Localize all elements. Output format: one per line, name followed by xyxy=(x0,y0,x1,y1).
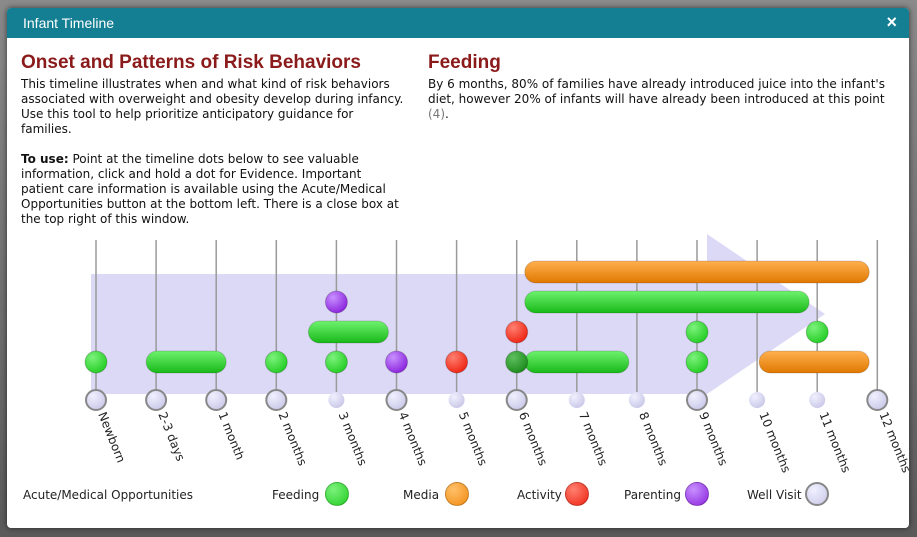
tick-label: Newborn xyxy=(95,410,128,465)
tick-label: 6 months xyxy=(516,410,550,468)
tick-label: 9 months xyxy=(696,410,730,468)
tick-label: 1 month xyxy=(215,410,247,462)
media-bar[interactable] xyxy=(758,350,870,374)
well-visit-dot[interactable] xyxy=(85,389,107,411)
well-visit-dot[interactable] xyxy=(205,389,228,411)
acute-medical-opportunities-button[interactable]: Acute/Medical Opportunities xyxy=(23,488,193,502)
modal-title: Infant Timeline xyxy=(23,15,115,31)
tick-label: 4 months xyxy=(396,410,430,468)
well-visit-dot[interactable] xyxy=(448,392,465,408)
feeding-dot[interactable] xyxy=(324,350,348,374)
well-visit-dot[interactable] xyxy=(809,392,826,408)
tick-label: 2 months xyxy=(276,410,310,468)
feeding-dot[interactable] xyxy=(685,320,709,344)
feeding-dot[interactable] xyxy=(685,350,709,374)
activity-dot[interactable] xyxy=(505,320,529,344)
tick-label: 8 months xyxy=(636,410,670,468)
intro-paragraph: This timeline illustrates when and what … xyxy=(21,77,404,136)
feeding-dot[interactable] xyxy=(264,350,288,374)
feeding-bar[interactable] xyxy=(524,290,810,314)
feeding-dot[interactable] xyxy=(805,320,829,344)
tick-label: 5 months xyxy=(456,410,490,468)
well-visit-dot[interactable] xyxy=(385,389,408,411)
citation-suffix: . xyxy=(445,107,449,121)
instructions-paragraph: To use: Point at the timeline dots below… xyxy=(21,152,406,227)
citation-link[interactable]: (4) xyxy=(428,107,445,121)
well-visit-dot[interactable] xyxy=(628,392,645,408)
feeding-dot[interactable] xyxy=(505,350,529,374)
well-visit-dot[interactable] xyxy=(568,392,585,408)
well-visit-dot[interactable] xyxy=(265,389,288,411)
tick-label: 7 months xyxy=(576,410,610,468)
activity-dot[interactable] xyxy=(445,350,469,374)
tick-label: 2-3 days xyxy=(155,410,187,463)
parenting-dot[interactable] xyxy=(324,290,348,314)
well-visit-dot[interactable] xyxy=(145,389,168,411)
tick-label: 12 months xyxy=(877,410,909,475)
feeding-heading: Feeding xyxy=(428,52,501,73)
feeding-dot[interactable] xyxy=(84,350,108,374)
feeding-info-paragraph: By 6 months, 80% of families have alread… xyxy=(428,77,888,122)
close-icon[interactable]: × xyxy=(886,12,897,32)
tick-label: 3 months xyxy=(336,410,370,468)
infant-timeline-modal: Infant Timeline × Onset and Patterns of … xyxy=(7,8,909,528)
well-visit-dot[interactable] xyxy=(686,389,708,411)
well-visit-dot[interactable] xyxy=(866,389,889,411)
timeline-chart: Newborn 2-3 days 1 month 2 months 3 months 4 … xyxy=(84,234,909,475)
feeding-bar[interactable] xyxy=(307,320,389,344)
feeding-bar[interactable] xyxy=(524,350,630,374)
modal-title-bar: Infant Timeline × xyxy=(7,8,909,38)
instructions-text: Point at the timeline dots below to see … xyxy=(21,152,399,226)
well-visit-dot[interactable] xyxy=(328,392,345,408)
media-bar[interactable] xyxy=(524,260,870,284)
tick-label: 10 months xyxy=(756,410,793,475)
left-heading: Onset and Patterns of Risk Behaviors xyxy=(21,52,361,73)
feeding-info-text: By 6 months, 80% of families have alread… xyxy=(428,77,885,106)
feeding-bar[interactable] xyxy=(145,350,227,374)
well-visit-dot[interactable] xyxy=(505,389,528,411)
well-visit-dot[interactable] xyxy=(749,392,766,408)
parenting-dot[interactable] xyxy=(385,350,408,374)
tick-label: 11 months xyxy=(816,410,853,475)
to-use-label: To use: xyxy=(21,152,69,166)
